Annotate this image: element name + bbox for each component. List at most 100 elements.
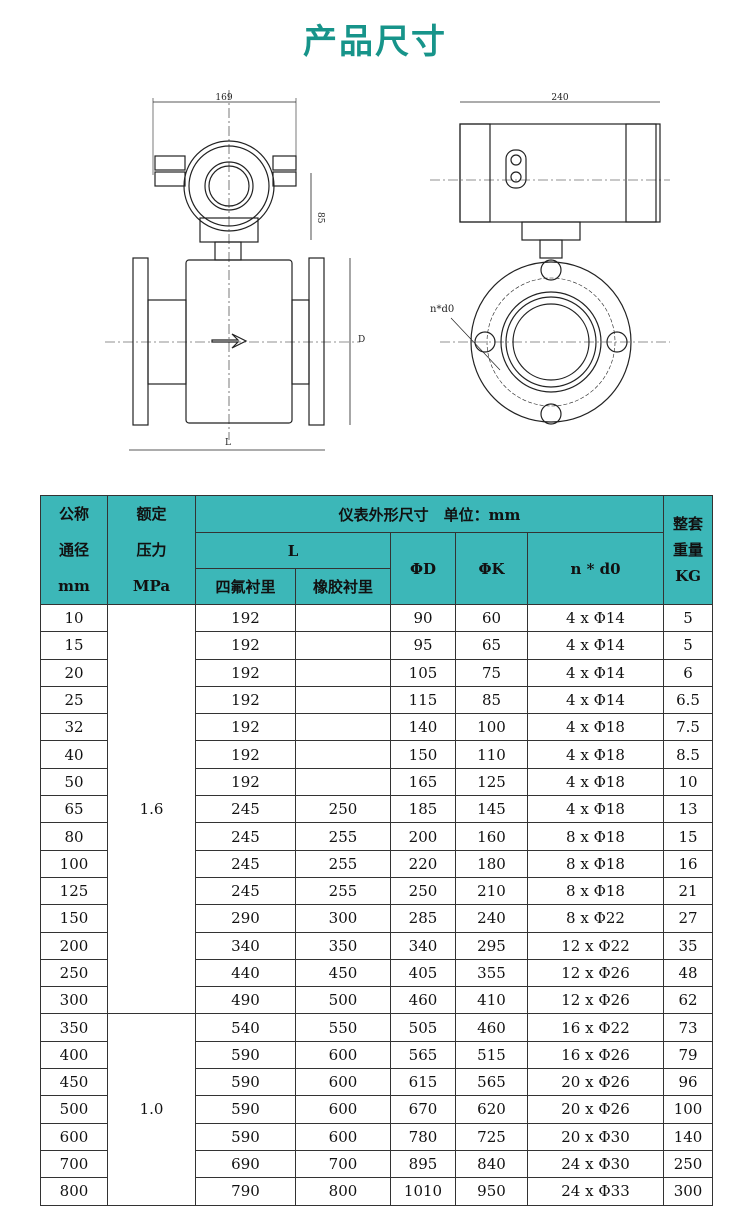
cell-nd: 4 x Φ18 [526, 795, 665, 824]
cell-ptfe: 192 [195, 713, 296, 742]
cell-D: 1010 [390, 1177, 456, 1206]
cell-nd: 4 x Φ14 [526, 631, 665, 660]
header-dn: 公称 通径 mm [40, 495, 108, 605]
cell-D: 505 [390, 1013, 456, 1042]
cell-rubber [295, 685, 391, 715]
side-view: 240 n*d0 [430, 93, 670, 425]
cell-D: 895 [390, 1149, 456, 1179]
cell-dn: 800 [40, 1177, 108, 1206]
cell-D: 95 [390, 631, 456, 660]
table-row: 25 192 115 85 4 x Φ14 6.5 [40, 685, 714, 715]
cell-weight: 6.5 [663, 685, 714, 715]
cell-K: 355 [455, 958, 528, 988]
cell-K: 460 [455, 1013, 528, 1042]
cell-rubber [295, 740, 391, 769]
cell-weight: 15 [663, 822, 714, 851]
cell-ptfe: 192 [195, 631, 296, 660]
table-row: 600 590 600 780 725 20 x Φ30 140 [40, 1122, 714, 1151]
cell-K: 295 [455, 931, 528, 960]
cell-nd: 20 x Φ26 [526, 1095, 665, 1124]
cell-ptfe: 590 [195, 1095, 296, 1124]
cell-D: 405 [390, 958, 456, 988]
cell-K: 85 [455, 685, 528, 715]
cell-K: 725 [455, 1122, 528, 1151]
cell-nd: 20 x Φ26 [526, 1068, 665, 1097]
cell-weight: 8.5 [663, 740, 714, 769]
cell-weight: 5 [663, 631, 714, 660]
cell-nd: 4 x Φ14 [526, 685, 665, 715]
cell-K: 65 [455, 631, 528, 660]
cell-rubber [295, 767, 391, 797]
cell-D: 250 [390, 876, 456, 906]
dim-D: D [358, 335, 365, 345]
cell-dn: 450 [40, 1068, 108, 1097]
cell-weight: 100 [663, 1095, 714, 1124]
cell-nd: 4 x Φ18 [526, 713, 665, 742]
table-row: 32 192 140 100 4 x Φ18 7.5 [40, 713, 714, 742]
cell-dn: 65 [40, 795, 108, 824]
cell-dn: 100 [40, 849, 108, 878]
cell-D: 140 [390, 713, 456, 742]
cell-pressure: 1.6 [107, 603, 196, 1015]
header-ptfe: 四氟衬里 [195, 568, 296, 605]
cell-D: 220 [390, 849, 456, 878]
dimension-drawing: 169 85 D L 240 [105, 90, 670, 451]
cell-D: 565 [390, 1040, 456, 1070]
dim-240: 240 [551, 93, 568, 103]
cell-K: 75 [455, 658, 528, 687]
cell-K: 950 [455, 1177, 528, 1206]
cell-nd: 8 x Φ18 [526, 849, 665, 878]
cell-weight: 96 [663, 1068, 714, 1097]
page-title: 产品尺寸 [303, 22, 447, 62]
cell-D: 165 [390, 767, 456, 797]
cell-dn: 350 [40, 1013, 108, 1042]
header-K: ΦK [455, 532, 528, 605]
cell-dn: 200 [40, 931, 108, 960]
table-row: 350 1.0 540 550 505 460 16 x Φ22 73 [40, 1013, 714, 1206]
cell-ptfe: 192 [195, 740, 296, 769]
cell-K: 180 [455, 849, 528, 878]
holes-label: n*d0 [430, 304, 454, 315]
cell-rubber [295, 603, 391, 633]
cell-nd: 8 x Φ18 [526, 876, 665, 906]
cell-dn: 600 [40, 1122, 108, 1151]
cell-weight: 10 [663, 767, 714, 797]
cell-rubber: 550 [295, 1013, 391, 1042]
cell-weight: 6 [663, 658, 714, 687]
cell-weight: 73 [663, 1013, 714, 1042]
header-rubber: 橡胶衬里 [295, 568, 391, 605]
cell-rubber: 255 [295, 849, 391, 878]
cell-ptfe: 790 [195, 1177, 296, 1206]
cell-rubber: 255 [295, 876, 391, 906]
table-row: 400 590 600 565 515 16 x Φ26 79 [40, 1040, 714, 1070]
cell-D: 670 [390, 1095, 456, 1124]
cell-rubber: 450 [295, 958, 391, 988]
cell-weight: 5 [663, 603, 714, 633]
cell-ptfe: 690 [195, 1149, 296, 1179]
cell-ptfe: 245 [195, 876, 296, 906]
cell-ptfe: 590 [195, 1068, 296, 1097]
cell-rubber: 500 [295, 986, 391, 1015]
cell-rubber: 600 [295, 1040, 391, 1070]
table-row: 500 590 600 670 620 20 x Φ26 100 [40, 1095, 714, 1124]
cell-D: 185 [390, 795, 456, 824]
cell-rubber [295, 631, 391, 660]
cell-dn: 300 [40, 986, 108, 1015]
cell-K: 110 [455, 740, 528, 769]
table-row: 10 1.6 192 90 60 4 x Φ14 5 [40, 603, 714, 1015]
cell-K: 620 [455, 1095, 528, 1124]
table-row: 800 790 800 1010 950 24 x Φ33 300 [40, 1177, 714, 1206]
cell-ptfe: 590 [195, 1040, 296, 1070]
cell-ptfe: 340 [195, 931, 296, 960]
cell-ptfe: 540 [195, 1013, 296, 1042]
cell-weight: 13 [663, 795, 714, 824]
cell-nd: 8 x Φ22 [526, 904, 665, 933]
cell-D: 340 [390, 931, 456, 960]
cell-dn: 10 [40, 603, 108, 633]
cell-rubber: 300 [295, 904, 391, 933]
cell-weight: 79 [663, 1040, 714, 1070]
cell-weight: 27 [663, 904, 714, 933]
table-row: 150 290 300 285 240 8 x Φ22 27 [40, 904, 714, 933]
cell-weight: 16 [663, 849, 714, 878]
cell-dn: 700 [40, 1149, 108, 1179]
